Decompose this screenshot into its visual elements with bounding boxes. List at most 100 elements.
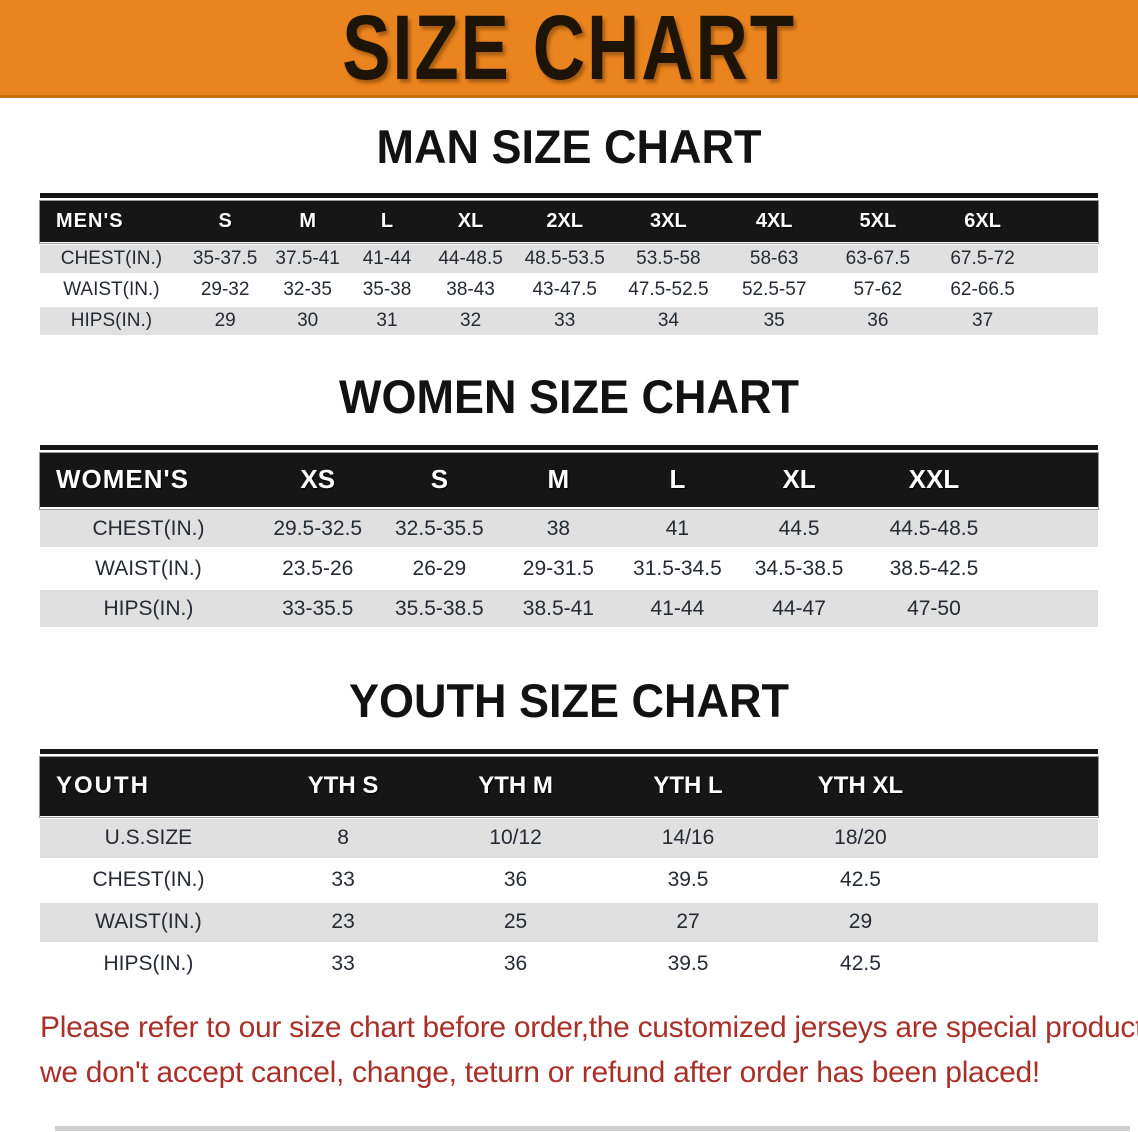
size-value-cell: 63-67.5 xyxy=(826,243,930,276)
size-value-cell: 25 xyxy=(429,901,602,945)
size-value-cell: 29 xyxy=(774,901,947,945)
column-header: YTH M xyxy=(429,757,602,819)
size-value-cell: 44-47 xyxy=(738,588,860,630)
table-row: WAIST(IN.) 23.5-26 26-29 29-31.5 31.5-34… xyxy=(40,548,1098,590)
row-label: CHEST(IN.) xyxy=(40,859,257,903)
disclaimer-line-1: Please refer to our size chart before or… xyxy=(40,1010,1138,1044)
size-value-cell: 43-47.5 xyxy=(515,274,615,307)
size-value-cell: 29 xyxy=(182,305,268,338)
man-size-chart-heading: MAN SIZE CHART xyxy=(376,119,762,174)
size-value-cell: 8 xyxy=(256,817,430,861)
mens-header-row: MEN'S S M L XL 2XL 3XL 4XL 5XL 6XL xyxy=(39,200,1099,245)
youth-size-chart-heading: YOUTH SIZE CHART xyxy=(348,673,789,728)
size-value-cell: 38-43 xyxy=(426,274,515,307)
spacer-cell xyxy=(1035,305,1098,338)
size-value-cell: 26-29 xyxy=(378,548,501,590)
spacer-cell xyxy=(1008,508,1098,550)
size-value-cell: 67.5-72 xyxy=(929,243,1036,276)
size-value-cell: 35-37.5 xyxy=(182,243,268,276)
size-value-cell: 33-35.5 xyxy=(256,588,379,630)
column-header: 5XL xyxy=(826,201,930,245)
size-value-cell: 39.5 xyxy=(601,859,775,903)
size-value-cell: 34.5-38.5 xyxy=(738,548,860,590)
womens-table-top-border xyxy=(40,444,1098,450)
table-row: HIPS(IN.) 29 30 31 32 33 34 35 36 37 xyxy=(40,305,1098,338)
table-row: WAIST(IN.) 29-32 32-35 35-38 38-43 43-47… xyxy=(40,274,1098,307)
women-size-chart-heading: WOMEN SIZE CHART xyxy=(339,369,799,423)
size-value-cell: 42.5 xyxy=(774,943,947,987)
spacer-cell xyxy=(946,817,1098,861)
size-value-cell: 32.5-35.5 xyxy=(378,508,501,550)
size-value-cell: 30 xyxy=(267,305,348,338)
disclaimer-text: Please refer to our size chart before or… xyxy=(40,1005,1138,1095)
youth-header-row: YOUTH YTH S YTH M YTH L YTH XL xyxy=(39,756,1099,819)
row-label: HIPS(IN.) xyxy=(40,943,257,987)
table-row: CHEST(IN.) 35-37.5 37.5-41 41-44 44-48.5… xyxy=(40,243,1098,276)
table-row: CHEST(IN.) 29.5-32.5 32.5-35.5 38 41 44.… xyxy=(40,508,1098,550)
size-chart-banner: SIZE CHART xyxy=(0,0,1138,99)
size-value-cell: 36 xyxy=(429,943,602,987)
youth-size-table: YOUTH YTH S YTH M YTH L YTH XL U.S.SIZE … xyxy=(39,749,1099,987)
column-header: S xyxy=(182,201,268,245)
size-value-cell: 44.5 xyxy=(738,508,860,550)
table-row: HIPS(IN.) 33-35.5 35.5-38.5 38.5-41 41-4… xyxy=(40,588,1098,630)
size-value-cell: 62-66.5 xyxy=(929,274,1036,307)
mens-group-label: MEN'S xyxy=(40,201,183,245)
column-header: YTH S xyxy=(256,757,430,819)
size-value-cell: 38.5-41 xyxy=(500,588,617,630)
column-header: S xyxy=(378,452,501,510)
spacer-cell xyxy=(1035,243,1098,276)
size-value-cell: 18/20 xyxy=(774,817,947,861)
size-value-cell: 38.5-42.5 xyxy=(859,548,1008,590)
size-value-cell: 33 xyxy=(256,943,430,987)
size-value-cell: 37.5-41 xyxy=(267,243,348,276)
size-value-cell: 32 xyxy=(426,305,515,338)
size-value-cell: 35-38 xyxy=(347,274,427,307)
column-header: YTH L xyxy=(601,757,775,819)
size-value-cell: 35 xyxy=(722,305,827,338)
column-header: XS xyxy=(256,452,379,510)
spacer-cell xyxy=(1008,452,1098,510)
size-value-cell: 31.5-34.5 xyxy=(616,548,739,590)
size-value-cell: 48.5-53.5 xyxy=(515,243,615,276)
column-header: L xyxy=(616,452,739,510)
spacer-cell xyxy=(1035,201,1098,245)
size-value-cell: 33 xyxy=(256,859,430,903)
size-value-cell: 41 xyxy=(616,508,739,550)
youth-table-top-border xyxy=(40,749,1098,754)
row-label: U.S.SIZE xyxy=(40,817,257,861)
disclaimer-line-2: we don't accept cancel, change, teturn o… xyxy=(40,1055,1040,1089)
mens-size-table: MEN'S S M L XL 2XL 3XL 4XL 5XL 6XL CHEST… xyxy=(39,193,1099,338)
row-label: CHEST(IN.) xyxy=(40,508,257,550)
column-header: M xyxy=(500,452,617,510)
womens-header-row: WOMEN'S XS S M L XL XXL xyxy=(39,451,1099,510)
size-value-cell: 29-31.5 xyxy=(500,548,617,590)
size-value-cell: 34 xyxy=(614,305,723,338)
row-label: WAIST(IN.) xyxy=(40,548,257,590)
size-value-cell: 10/12 xyxy=(429,817,602,861)
size-value-cell: 27 xyxy=(601,901,775,945)
womens-group-label: WOMEN'S xyxy=(40,452,257,510)
spacer-cell xyxy=(1008,548,1098,590)
column-header: 3XL xyxy=(614,201,723,245)
size-value-cell: 58-63 xyxy=(722,243,827,276)
column-header: XL xyxy=(738,452,860,510)
size-chart-title: SIZE CHART xyxy=(342,0,796,99)
mens-table-top-border xyxy=(40,193,1098,198)
spacer-cell xyxy=(1035,274,1098,307)
size-value-cell: 41-44 xyxy=(347,243,427,276)
spacer-cell xyxy=(946,901,1098,945)
column-header: YTH XL xyxy=(774,757,947,819)
size-value-cell: 44.5-48.5 xyxy=(859,508,1008,550)
size-value-cell: 33 xyxy=(515,305,615,338)
size-value-cell: 41-44 xyxy=(616,588,739,630)
spacer-cell xyxy=(946,757,1098,819)
size-value-cell: 36 xyxy=(826,305,930,338)
column-header: XL xyxy=(426,201,515,245)
size-value-cell: 57-62 xyxy=(826,274,930,307)
row-label: HIPS(IN.) xyxy=(40,588,257,630)
column-header: M xyxy=(267,201,348,245)
column-header: L xyxy=(347,201,427,245)
size-value-cell: 32-35 xyxy=(267,274,348,307)
size-value-cell: 38 xyxy=(500,508,617,550)
